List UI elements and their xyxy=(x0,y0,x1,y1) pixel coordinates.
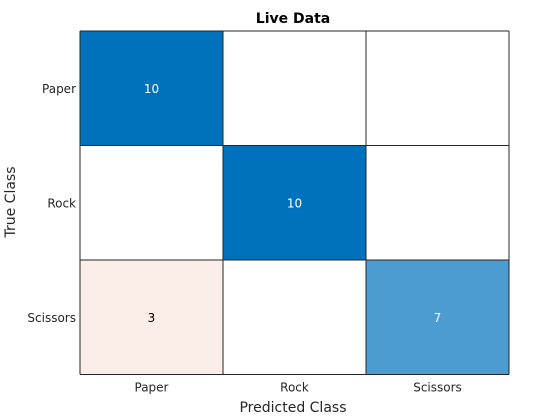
y-axis-label: True Class xyxy=(3,166,19,238)
x-tick-labels: Paper Rock Scissors xyxy=(135,381,462,395)
x-axis-label: Predicted Class xyxy=(239,400,346,416)
x-tick-label-rock: Rock xyxy=(280,381,309,395)
cell-paper-scissors xyxy=(366,31,509,146)
y-tick-label-scissors: Scissors xyxy=(27,311,76,325)
cell-scissors-rock xyxy=(223,260,366,375)
x-tick-label-scissors: Scissors xyxy=(413,381,462,395)
cell-rock-paper xyxy=(80,146,223,261)
cell-value-scissors-scissors: 7 xyxy=(434,311,442,325)
y-tick-label-rock: Rock xyxy=(47,196,76,210)
x-tick-label-paper: Paper xyxy=(135,381,169,395)
chart-title: Live Data xyxy=(256,11,330,27)
cell-paper-rock xyxy=(223,31,366,146)
cell-value-rock-rock: 10 xyxy=(287,196,302,210)
cell-rock-scissors xyxy=(366,146,509,261)
cell-value-scissors-paper: 3 xyxy=(148,311,156,325)
y-tick-labels: Paper Rock Scissors xyxy=(27,82,76,325)
cell-value-paper-paper: 10 xyxy=(144,82,159,96)
y-tick-label-paper: Paper xyxy=(42,82,76,96)
